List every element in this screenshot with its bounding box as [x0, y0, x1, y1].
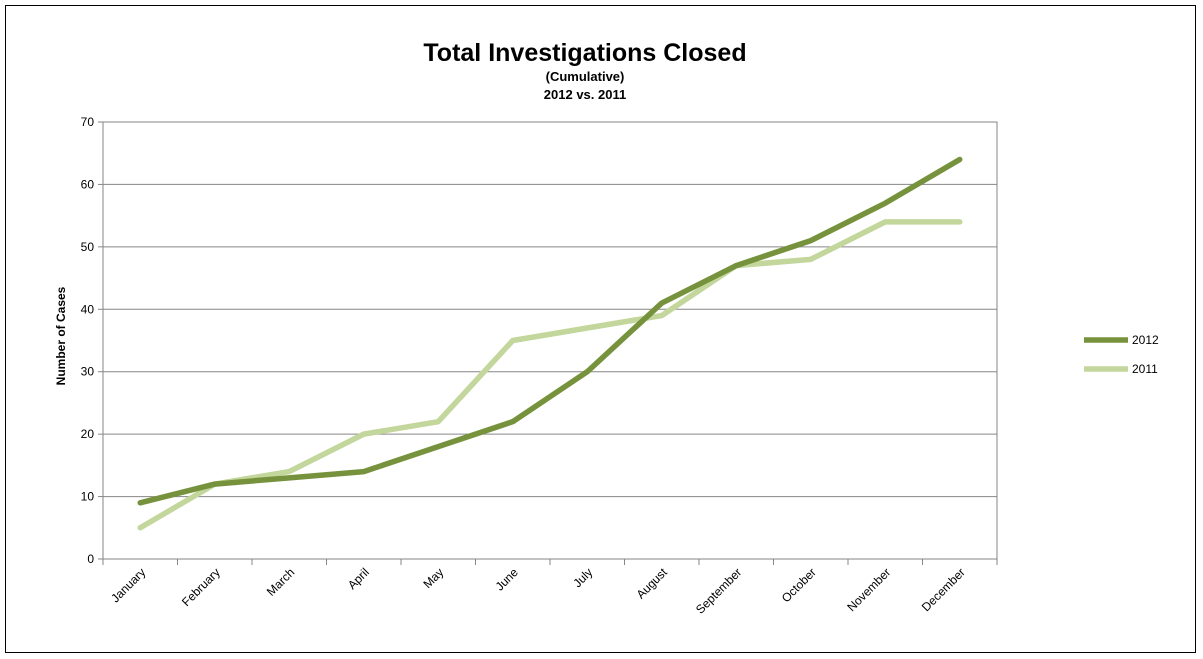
x-tick-label: September — [693, 565, 744, 616]
x-tick-label: December — [919, 565, 968, 614]
y-tick-label: 10 — [81, 490, 95, 504]
y-tick-label: 50 — [81, 240, 95, 254]
x-tick-label: May — [420, 565, 446, 591]
gridlines — [103, 121, 997, 498]
legend-label-2011: 2011 — [1132, 362, 1158, 376]
x-tick-label: October — [779, 565, 819, 605]
x-tick-label: July — [570, 565, 595, 590]
y-tick-label: 40 — [81, 302, 95, 316]
y-tick-label: 30 — [81, 365, 95, 379]
legend-label-2012: 2012 — [1132, 333, 1159, 347]
line-chart: Total Investigations Closed (Cumulative)… — [54, 39, 1159, 617]
x-tick-label: April — [345, 565, 372, 592]
x-tick-label: November — [844, 565, 893, 614]
plot-area — [102, 121, 998, 560]
chart-frame: Total Investigations Closed (Cumulative)… — [5, 5, 1196, 653]
y-tick-label: 70 — [81, 115, 95, 129]
series-line-2012 — [137, 156, 963, 506]
y-tick-label: 60 — [81, 177, 95, 191]
chart-subtitle-years: 2012 vs. 2011 — [544, 87, 626, 102]
x-tick-label: January — [108, 565, 148, 605]
y-tick-label: 0 — [87, 552, 94, 566]
chart-title: Total Investigations Closed — [423, 39, 746, 67]
series-lines — [137, 156, 963, 531]
axes: 0 10 20 30 40 50 60 70 January February March April… — [81, 115, 998, 617]
legend: 2012 2011 — [1084, 333, 1159, 376]
x-tick-label: August — [634, 565, 671, 602]
chart-subtitle: (Cumulative) — [546, 69, 625, 84]
x-tick-label: February — [179, 565, 223, 609]
x-tick-label: March — [264, 565, 297, 598]
series-line-2011 — [137, 219, 963, 531]
y-axis-label: Number of Cases — [54, 286, 68, 385]
y-tick-label: 20 — [81, 427, 95, 441]
x-tick-label: June — [493, 565, 522, 594]
